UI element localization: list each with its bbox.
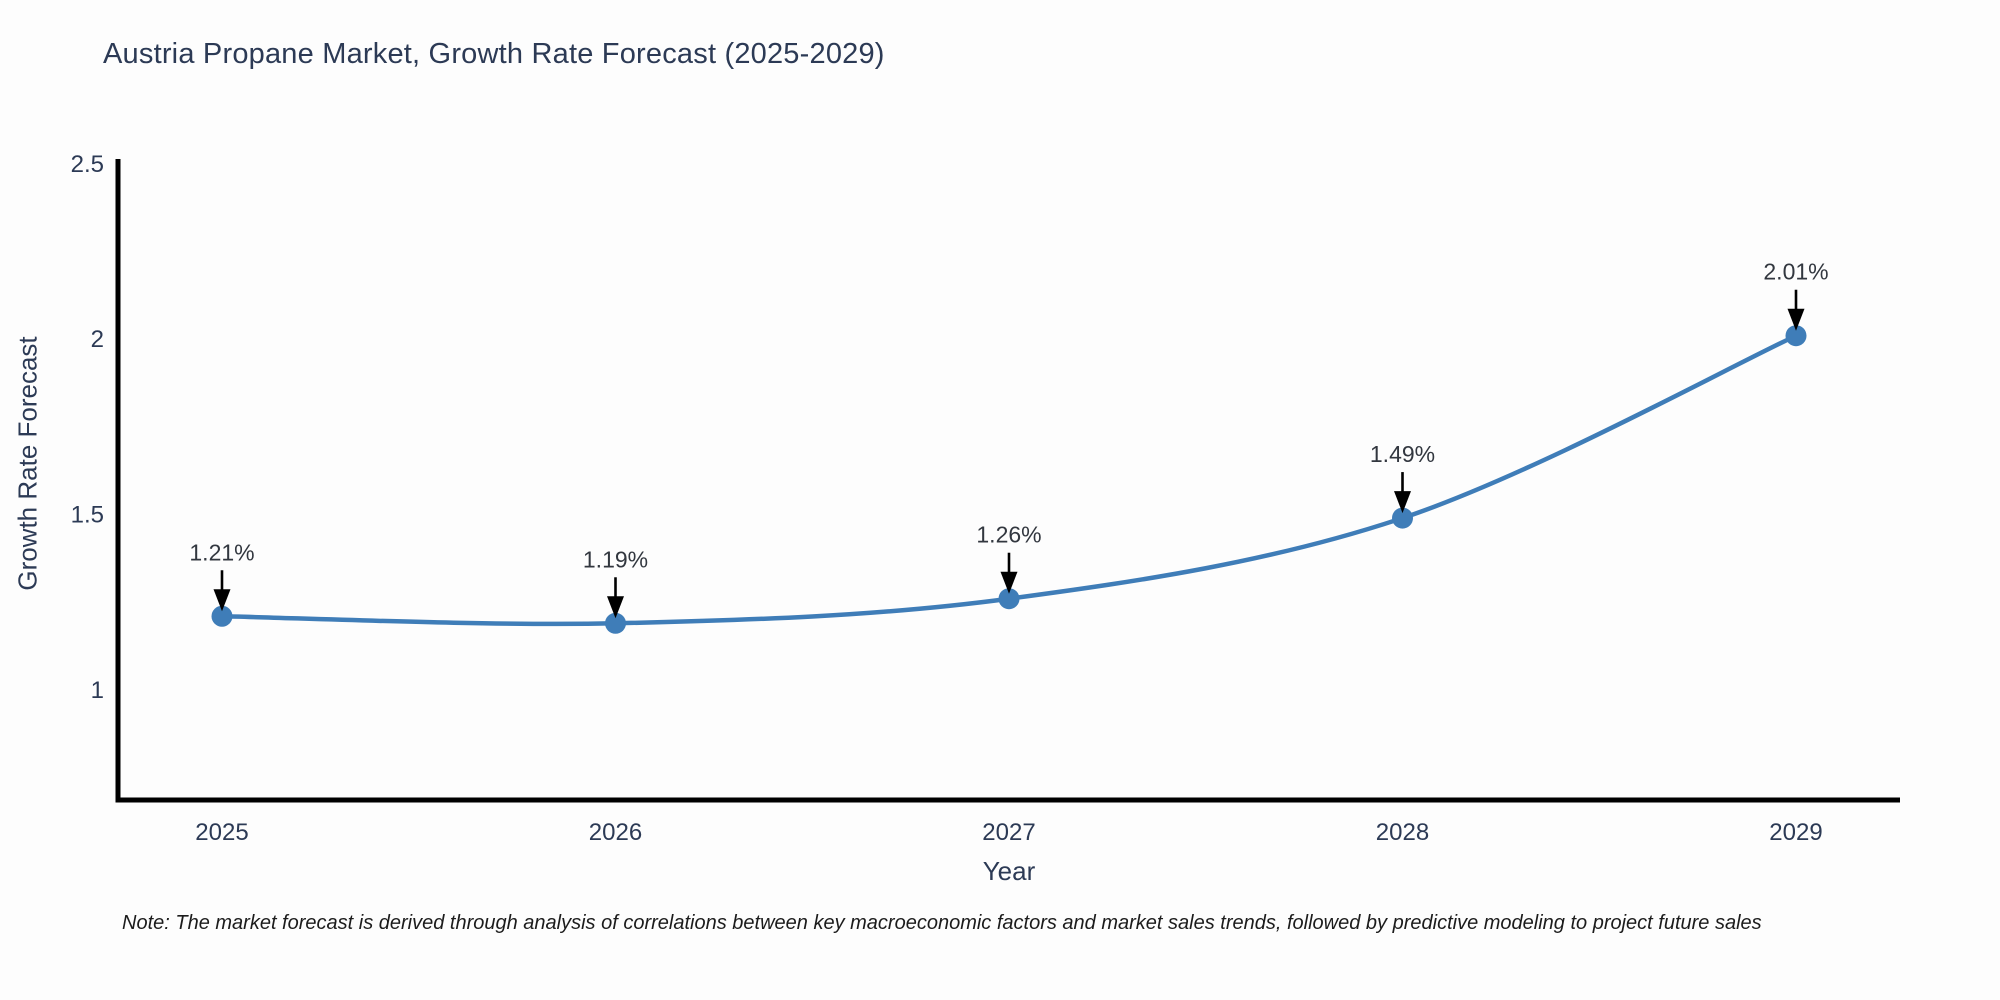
- x-tick-label: 2028: [1376, 819, 1429, 846]
- annotation-arrowhead: [1394, 491, 1411, 514]
- data-point-marker[interactable]: [211, 605, 233, 627]
- x-tick-label: 2029: [1769, 819, 1822, 846]
- x-tick-label: 2027: [982, 819, 1035, 846]
- data-point-marker[interactable]: [1785, 325, 1807, 347]
- data-label: 1.49%: [1370, 441, 1435, 467]
- y-axis-title: Growth Rate Forecast: [12, 336, 43, 591]
- footnote: Note: The market forecast is derived thr…: [122, 912, 1762, 934]
- data-label: 1.21%: [189, 539, 254, 565]
- data-label: 2.01%: [1763, 259, 1828, 285]
- y-tick-label: 1.5: [71, 502, 104, 529]
- data-label: 1.26%: [976, 522, 1041, 548]
- annotation-arrowhead: [607, 596, 624, 619]
- annotation-arrowhead: [1787, 308, 1805, 331]
- data-label: 1.19%: [583, 546, 648, 572]
- annotation-arrowhead: [213, 589, 231, 612]
- x-tick-label: 2026: [589, 819, 642, 846]
- x-axis-title: Year: [982, 856, 1036, 886]
- annotation-arrowhead: [1000, 571, 1018, 594]
- data-point-marker[interactable]: [605, 612, 626, 634]
- y-tick-label: 2: [91, 326, 104, 353]
- x-tick-label: 2025: [195, 819, 248, 846]
- y-tick-label: 2.5: [71, 151, 104, 178]
- data-point-marker[interactable]: [1392, 507, 1413, 529]
- chart-title: Austria Propane Market, Growth Rate Fore…: [103, 38, 885, 70]
- y-tick-label: 1: [91, 677, 104, 704]
- data-point-marker[interactable]: [998, 588, 1020, 610]
